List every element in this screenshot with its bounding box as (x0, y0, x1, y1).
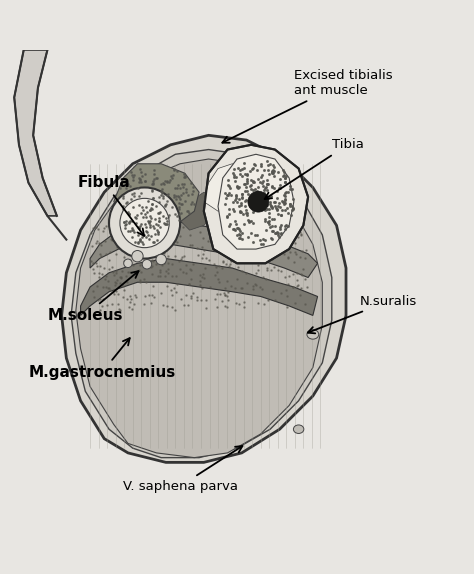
Text: V. saphena parva: V. saphena parva (123, 446, 242, 492)
Polygon shape (204, 164, 251, 211)
Circle shape (124, 259, 132, 267)
Text: Fibula: Fibula (78, 175, 144, 236)
Polygon shape (71, 150, 332, 457)
Polygon shape (204, 145, 308, 263)
Text: Excised tibialis
ant muscle: Excised tibialis ant muscle (222, 69, 392, 143)
Text: Tibia: Tibia (264, 138, 364, 199)
Text: M.soleus: M.soleus (47, 271, 138, 323)
Polygon shape (218, 154, 294, 249)
Circle shape (248, 191, 269, 212)
Circle shape (132, 250, 143, 262)
Text: M.gastrocnemius: M.gastrocnemius (28, 338, 176, 380)
Circle shape (156, 254, 166, 265)
Circle shape (142, 259, 152, 269)
Polygon shape (90, 220, 318, 277)
Polygon shape (81, 258, 318, 316)
Ellipse shape (293, 425, 304, 433)
Circle shape (120, 199, 169, 247)
Text: N.suralis: N.suralis (308, 294, 418, 333)
Polygon shape (14, 50, 57, 216)
Ellipse shape (307, 329, 319, 339)
Polygon shape (180, 192, 213, 230)
Polygon shape (62, 135, 346, 463)
Circle shape (109, 188, 180, 258)
Polygon shape (76, 159, 322, 457)
Polygon shape (114, 164, 199, 226)
